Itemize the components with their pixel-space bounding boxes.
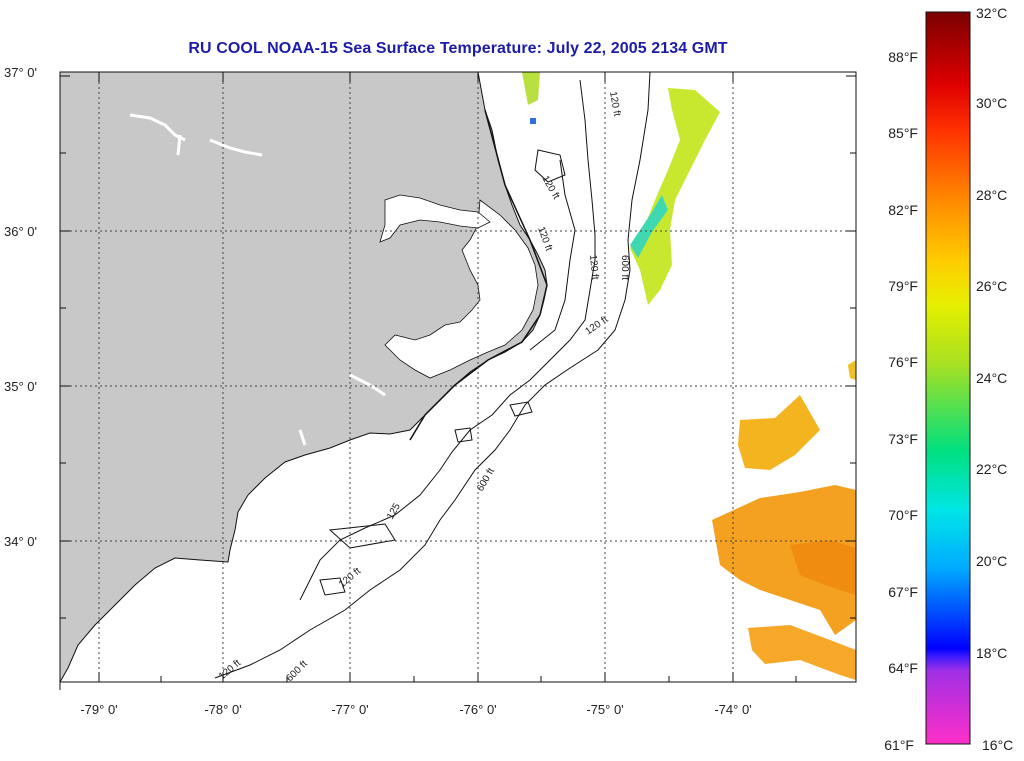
sst-patch-blue-dot: [530, 118, 536, 124]
river-1: [129, 113, 186, 156]
albemarle-sound: [379, 194, 491, 243]
colorbar-fahrenheit-labels: 88°F 85°F 82°F 79°F 76°F 73°F 70°F 67°F …: [884, 49, 918, 753]
celsius-label: 22°C: [976, 461, 1007, 477]
river-2: [209, 138, 263, 157]
fahrenheit-label: 67°F: [888, 584, 918, 600]
barrier-islands: [409, 109, 548, 441]
lon-label: -78° 0': [204, 702, 241, 717]
bathymetry-contours: [214, 72, 651, 679]
celsius-label: 18°C: [976, 645, 1007, 661]
celsius-label: 30°C: [976, 95, 1007, 111]
fahrenheit-label: 79°F: [888, 278, 918, 294]
celsius-label: 32°C: [976, 5, 1007, 21]
shoal-2: [454, 427, 473, 443]
lat-label: 34° 0': [4, 534, 37, 549]
celsius-label: 20°C: [976, 553, 1007, 569]
sst-data: [522, 72, 856, 680]
map-frame: [59, 71, 857, 683]
shoal-5: [319, 577, 346, 596]
lon-label: -75° 0': [586, 702, 623, 717]
shoal-4: [328, 523, 396, 549]
fahrenheit-label: 70°F: [888, 507, 918, 523]
fahrenheit-label: 61°F: [884, 737, 914, 753]
contour-120ft-north: [299, 79, 596, 601]
contour-120ft-south: [529, 159, 576, 351]
river-3: [298, 373, 386, 446]
map-grid: [60, 72, 856, 682]
map-ticks: [59, 72, 856, 690]
lat-label: 35° 0': [4, 379, 37, 394]
celsius-label: 24°C: [976, 370, 1007, 386]
sst-patch-cyan-edge: [630, 195, 668, 258]
contour-600ft: [214, 72, 651, 679]
lon-label: -79° 0': [80, 702, 117, 717]
lon-label: -74° 0': [714, 702, 751, 717]
shoal-3: [509, 401, 533, 417]
fahrenheit-label: 73°F: [888, 431, 918, 447]
sst-patch-yellow-green: [630, 88, 720, 305]
contour-label: 600 ft: [619, 255, 630, 280]
celsius-label: 26°C: [976, 278, 1007, 294]
lon-label: -76° 0': [459, 702, 496, 717]
sst-patch-orange-mid: [738, 395, 820, 470]
contour-label: 120 ft: [607, 91, 622, 118]
sst-patch-east-edge: [848, 360, 856, 380]
contour-label: 120 ft: [587, 254, 600, 280]
colorbar: [925, 11, 971, 745]
fahrenheit-label: 88°F: [888, 49, 918, 65]
sst-patch-north-green: [522, 72, 540, 105]
celsius-label: 16°C: [982, 737, 1013, 753]
fahrenheit-label: 64°F: [888, 660, 918, 676]
celsius-label: 28°C: [976, 187, 1007, 203]
sst-patch-darker: [790, 540, 856, 595]
sst-patch-orange-large: [712, 485, 856, 635]
sst-patch-orange-south: [748, 625, 856, 680]
fahrenheit-label: 85°F: [888, 125, 918, 141]
land-mass: [60, 72, 548, 682]
fahrenheit-label: 76°F: [888, 354, 918, 370]
colorbar-celsius-labels: 32°C 30°C 28°C 26°C 24°C 22°C 20°C 18°C …: [976, 5, 1013, 753]
shoal-1: [534, 149, 566, 183]
fahrenheit-label: 82°F: [888, 202, 918, 218]
lon-label: -77° 0': [331, 702, 368, 717]
lat-label: 36° 0': [4, 224, 37, 239]
lat-label: 37° 0': [4, 65, 37, 80]
map-title: RU COOL NOAA-15 Sea Surface Temperature:…: [188, 40, 728, 57]
pamlico-sound: [384, 199, 539, 379]
